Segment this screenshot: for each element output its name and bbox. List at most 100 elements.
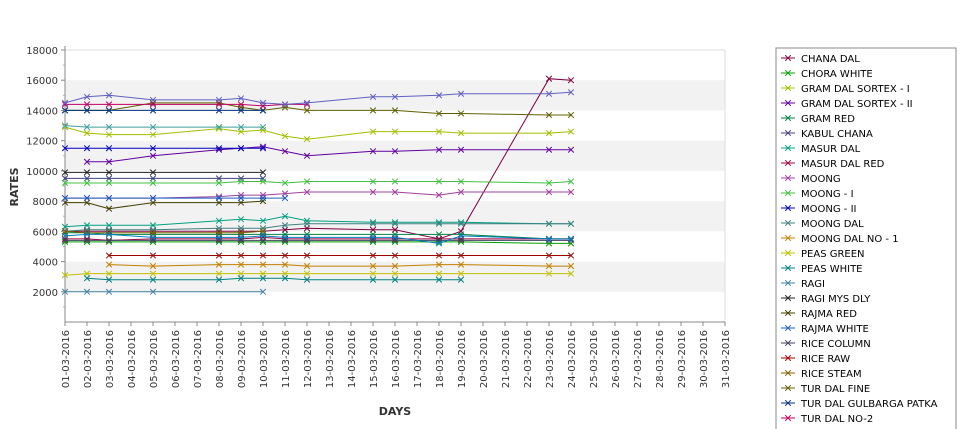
data-point-stroke bbox=[391, 231, 399, 238]
data-point bbox=[215, 217, 223, 224]
data-point-stroke bbox=[435, 237, 443, 244]
data-point bbox=[281, 101, 289, 108]
legend-label: RAGI MYS DLY bbox=[801, 294, 871, 305]
data-point bbox=[149, 107, 157, 114]
data-point bbox=[83, 179, 91, 187]
series-line bbox=[64, 126, 572, 140]
data-point-stroke bbox=[259, 99, 267, 107]
x-tick-label: 14-03-2016 bbox=[347, 330, 358, 388]
data-point bbox=[567, 89, 575, 96]
data-point bbox=[281, 252, 289, 259]
legend-item: PEAS WHITE bbox=[781, 264, 863, 275]
data-point-stroke bbox=[435, 240, 443, 247]
data-point bbox=[215, 237, 223, 244]
data-point bbox=[215, 234, 223, 241]
series bbox=[61, 175, 267, 182]
legend-label: GRAM RED bbox=[801, 114, 855, 125]
data-point bbox=[149, 252, 157, 259]
data-point bbox=[457, 220, 465, 227]
data-point-stroke bbox=[259, 228, 267, 235]
series bbox=[61, 123, 575, 143]
data-point-stroke bbox=[784, 354, 792, 362]
x-tick-label: 04-03-2016 bbox=[127, 330, 138, 388]
data-point-stroke bbox=[281, 275, 289, 282]
legend-label: GRAM DAL SORTEX - II bbox=[801, 99, 913, 110]
data-point-stroke bbox=[391, 270, 399, 277]
data-point bbox=[61, 237, 69, 244]
data-point bbox=[457, 110, 465, 117]
x-tick-label: 30-03-2016 bbox=[699, 330, 710, 388]
data-point bbox=[237, 175, 245, 182]
data-point-stroke bbox=[369, 270, 377, 277]
data-point-stroke bbox=[215, 234, 223, 241]
data-point bbox=[435, 261, 443, 268]
data-point-stroke bbox=[237, 178, 245, 185]
data-point-stroke bbox=[303, 225, 311, 232]
data-point bbox=[303, 220, 311, 227]
data-point bbox=[303, 217, 311, 224]
data-point bbox=[545, 129, 553, 137]
data-point bbox=[784, 84, 792, 92]
series bbox=[61, 145, 267, 152]
data-point bbox=[391, 276, 399, 283]
data-point bbox=[281, 194, 289, 202]
data-point bbox=[237, 101, 245, 108]
data-point-stroke bbox=[61, 169, 69, 176]
data-point bbox=[567, 128, 575, 135]
data-point-stroke bbox=[784, 384, 792, 392]
grid-band bbox=[65, 80, 725, 111]
data-point-stroke bbox=[61, 123, 69, 131]
data-point-stroke bbox=[61, 179, 69, 187]
data-point bbox=[259, 123, 267, 131]
data-point-stroke bbox=[105, 270, 113, 277]
data-point-stroke bbox=[303, 136, 311, 143]
data-point bbox=[391, 237, 399, 244]
data-point-stroke bbox=[435, 220, 443, 227]
data-point-stroke bbox=[149, 262, 157, 270]
data-point bbox=[215, 96, 223, 104]
data-point-stroke bbox=[457, 90, 465, 97]
series bbox=[105, 261, 575, 270]
data-point-stroke bbox=[105, 276, 113, 283]
data-point-stroke bbox=[259, 107, 267, 114]
data-point-stroke bbox=[435, 128, 443, 135]
data-point-stroke bbox=[369, 234, 377, 241]
plot-background-bands bbox=[64, 49, 726, 323]
data-point bbox=[545, 75, 553, 82]
data-point-stroke bbox=[567, 252, 575, 259]
data-point bbox=[105, 237, 113, 244]
series-line bbox=[65, 241, 571, 244]
data-point-stroke bbox=[784, 159, 792, 167]
data-point bbox=[457, 232, 465, 240]
data-point bbox=[457, 276, 465, 283]
data-point-stroke bbox=[457, 228, 465, 235]
legend-label: TUR DAL FINE bbox=[800, 384, 870, 395]
data-point-stroke bbox=[391, 252, 399, 259]
data-point bbox=[105, 169, 113, 176]
data-point-stroke bbox=[281, 190, 289, 197]
data-point bbox=[149, 276, 157, 283]
data-point-stroke bbox=[784, 114, 792, 122]
data-point-stroke bbox=[83, 179, 91, 187]
y-tick-label: 2000 bbox=[33, 288, 58, 299]
data-point bbox=[784, 384, 792, 392]
data-point bbox=[215, 123, 223, 131]
data-point-stroke bbox=[545, 179, 553, 187]
data-point-stroke bbox=[215, 261, 223, 268]
data-point bbox=[391, 188, 399, 196]
data-point-stroke bbox=[545, 75, 553, 82]
data-point-stroke bbox=[83, 101, 91, 108]
data-point-stroke bbox=[83, 169, 91, 176]
data-point-stroke bbox=[105, 158, 113, 165]
data-point bbox=[784, 264, 792, 272]
data-point-stroke bbox=[567, 89, 575, 96]
data-point bbox=[105, 158, 113, 165]
data-point-stroke bbox=[281, 231, 289, 238]
data-point bbox=[784, 204, 792, 212]
data-point-stroke bbox=[784, 309, 792, 317]
x-tick-label: 31-03-2016 bbox=[721, 330, 732, 388]
data-point-stroke bbox=[435, 110, 443, 117]
data-point bbox=[259, 288, 267, 295]
legend-item: RAJMA WHITE bbox=[781, 324, 869, 335]
data-point bbox=[259, 217, 267, 224]
